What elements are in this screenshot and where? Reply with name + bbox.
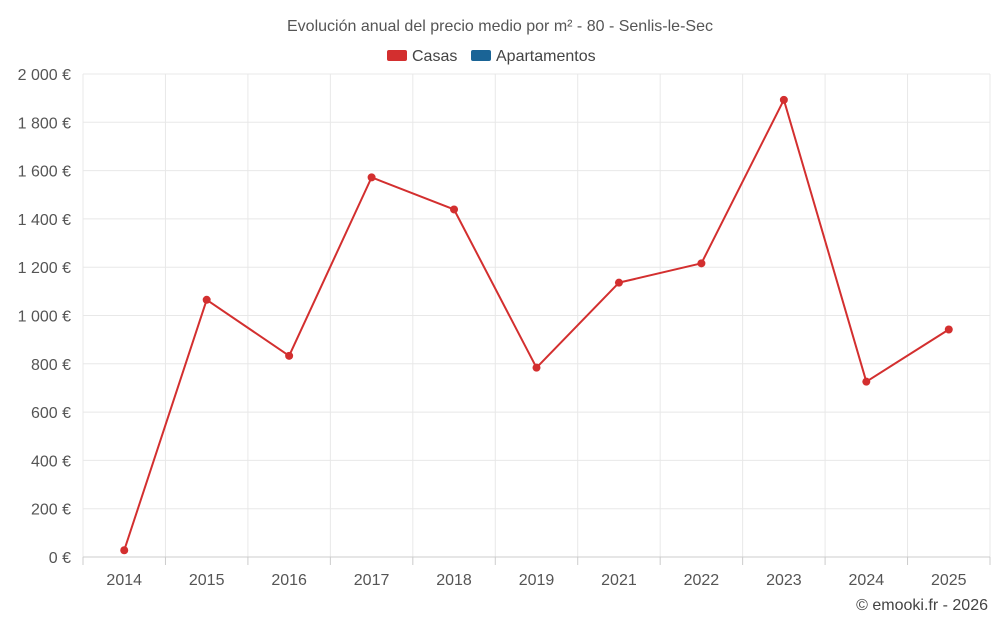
x-tick-label: 2025 [931, 572, 967, 589]
chart-title: Evolución anual del precio medio por m² … [287, 18, 713, 35]
y-tick-label: 1 800 € [18, 115, 71, 132]
y-tick-label: 2 000 € [18, 67, 71, 84]
y-tick-label: 200 € [31, 502, 71, 519]
data-point-casas[interactable] [367, 173, 376, 182]
x-tick-label: 2023 [766, 572, 802, 589]
data-point-casas[interactable] [532, 363, 541, 372]
x-tick-label: 2024 [849, 572, 885, 589]
x-tick-label: 2022 [684, 572, 720, 589]
x-tick-label: 2021 [601, 572, 637, 589]
y-tick-label: 800 € [31, 357, 71, 374]
legend-item-casas[interactable]: Casas [387, 48, 457, 65]
legend-item-apartamentos[interactable]: Apartamentos [471, 48, 596, 65]
y-tick-label: 0 € [49, 550, 71, 567]
y-tick-label: 1 600 € [18, 164, 71, 181]
y-tick-label: 1 400 € [18, 212, 71, 229]
y-tick-label: 1 000 € [18, 309, 71, 326]
data-point-casas[interactable] [202, 295, 211, 304]
data-point-casas[interactable] [697, 259, 706, 268]
data-point-casas[interactable] [944, 325, 953, 334]
legend-swatch-apartamentos [471, 50, 491, 61]
data-point-casas[interactable] [614, 278, 623, 287]
data-point-casas[interactable] [779, 95, 788, 104]
x-tick-label: 2019 [519, 572, 555, 589]
series-layer [120, 95, 953, 555]
y-tick-label: 400 € [31, 453, 71, 470]
y-tick-label: 1 200 € [18, 260, 71, 277]
y-tick-label: 600 € [31, 405, 71, 422]
legend: Casas Apartamentos [387, 48, 596, 65]
axes: 0 € 200 € 400 € 600 € 800 € 1 000 € 1 200 € 1 4… [18, 67, 991, 589]
data-point-casas[interactable] [450, 205, 459, 214]
data-point-casas[interactable] [120, 546, 129, 555]
data-point-casas[interactable] [285, 351, 294, 360]
x-tick-label: 2017 [354, 572, 390, 589]
data-point-casas[interactable] [862, 377, 871, 386]
x-tick-label: 2014 [106, 572, 142, 589]
legend-label-casas: Casas [412, 48, 457, 65]
legend-swatch-casas [387, 50, 407, 61]
legend-label-apartamentos: Apartamentos [496, 48, 596, 65]
x-tick-label: 2015 [189, 572, 225, 589]
x-tick-label: 2016 [271, 572, 307, 589]
credit-text: © emooki.fr - 2026 [856, 597, 988, 614]
x-tick-label: 2018 [436, 572, 472, 589]
grid [82, 73, 991, 557]
